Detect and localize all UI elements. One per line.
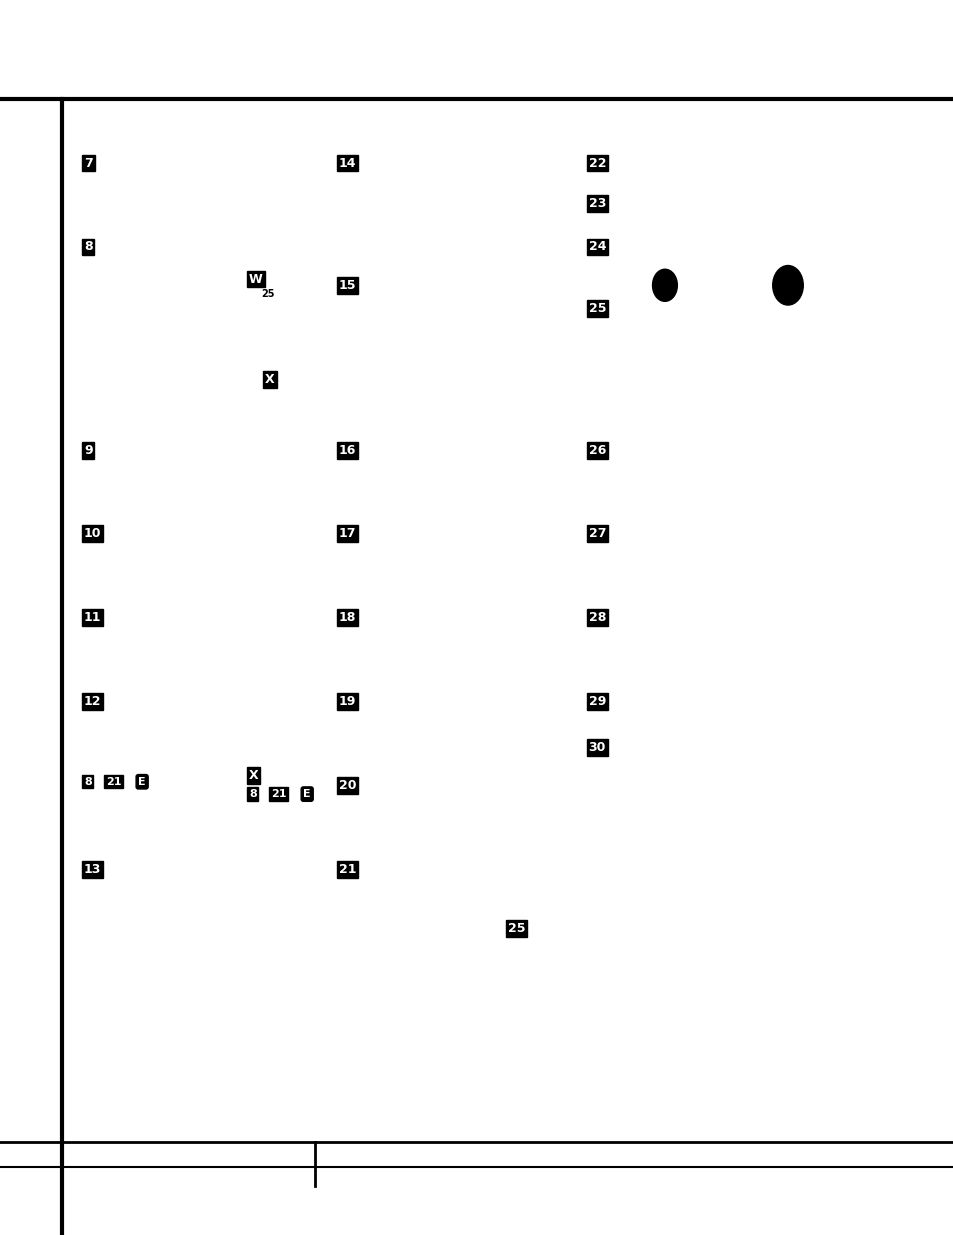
Text: 24: 24 [588, 241, 605, 253]
Circle shape [652, 269, 677, 301]
Text: 8: 8 [84, 777, 91, 787]
Text: 22: 22 [588, 157, 605, 169]
Text: 16: 16 [338, 445, 355, 457]
Text: 7: 7 [84, 157, 92, 169]
Text: 25: 25 [507, 923, 524, 935]
Text: 20: 20 [338, 779, 355, 792]
Text: 17: 17 [338, 527, 355, 540]
Text: 8: 8 [249, 789, 256, 799]
Text: 21: 21 [338, 863, 355, 876]
Text: E: E [303, 789, 311, 799]
Text: 18: 18 [338, 611, 355, 624]
Text: X: X [249, 769, 258, 782]
Circle shape [772, 266, 802, 305]
Text: X: X [265, 373, 274, 385]
Text: 30: 30 [588, 741, 605, 753]
Text: 9: 9 [84, 445, 92, 457]
Text: 11: 11 [84, 611, 101, 624]
Text: 10: 10 [84, 527, 101, 540]
Text: 26: 26 [588, 445, 605, 457]
Text: E: E [138, 777, 146, 787]
Text: 21: 21 [271, 789, 286, 799]
Text: W: W [249, 273, 262, 285]
Text: 25: 25 [261, 289, 274, 299]
Text: 25: 25 [588, 303, 605, 315]
Text: 8: 8 [84, 241, 92, 253]
Text: 23: 23 [588, 198, 605, 210]
Text: 13: 13 [84, 863, 101, 876]
Text: 12: 12 [84, 695, 101, 708]
Text: 14: 14 [338, 157, 355, 169]
Text: 21: 21 [106, 777, 121, 787]
Text: 29: 29 [588, 695, 605, 708]
Text: 27: 27 [588, 527, 605, 540]
Text: 15: 15 [338, 279, 355, 291]
Text: 19: 19 [338, 695, 355, 708]
Text: 28: 28 [588, 611, 605, 624]
